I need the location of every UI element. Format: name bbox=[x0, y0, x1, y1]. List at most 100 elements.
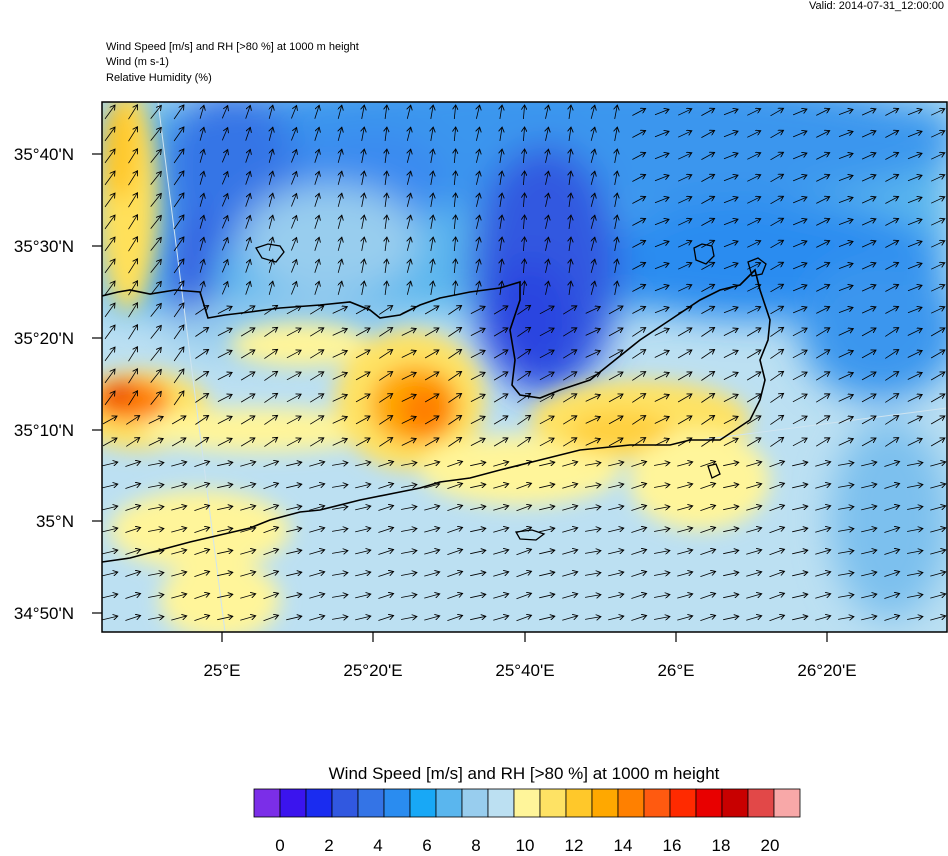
wind-arrow bbox=[171, 438, 186, 447]
wind-arrow bbox=[448, 438, 461, 447]
wind-arrow bbox=[407, 193, 410, 207]
wind-arrow bbox=[569, 215, 571, 229]
colorbar-label: 4 bbox=[373, 836, 383, 855]
wind-arrow bbox=[723, 285, 738, 292]
wind-arrow bbox=[332, 373, 348, 380]
wind-arrow bbox=[677, 416, 692, 425]
wind-arrow bbox=[907, 109, 922, 116]
wind-arrow bbox=[309, 528, 324, 533]
wind-arrow bbox=[245, 193, 251, 207]
wind-arrow bbox=[332, 595, 348, 598]
wind-arrow bbox=[362, 237, 365, 251]
wind-arrow bbox=[493, 572, 508, 577]
wind-arrow bbox=[286, 350, 301, 359]
wind-arrow bbox=[654, 351, 669, 358]
lat-label-3530: 35°30'N bbox=[14, 237, 74, 256]
wind-arrow bbox=[217, 416, 232, 424]
wind-arrow bbox=[264, 437, 277, 447]
wind-arrow bbox=[355, 350, 370, 359]
wind-arrow bbox=[240, 438, 255, 447]
wind-arrow bbox=[194, 593, 209, 599]
wind-arrow bbox=[931, 263, 945, 270]
wind-arrow bbox=[770, 284, 784, 293]
wind-arrow bbox=[792, 506, 808, 510]
wind-arrow bbox=[171, 484, 186, 489]
wind-arrow bbox=[723, 594, 739, 597]
wind-arrow bbox=[747, 197, 760, 204]
wind-arrow bbox=[309, 550, 324, 555]
wind-arrow bbox=[654, 197, 669, 204]
wind-arrow bbox=[792, 372, 807, 381]
wind-arrow bbox=[470, 416, 485, 424]
wind-arrow bbox=[314, 127, 319, 141]
wind-arrow bbox=[861, 307, 876, 314]
wind-arrow bbox=[701, 262, 714, 270]
wind-arrow bbox=[171, 572, 186, 577]
wind-arrow bbox=[269, 127, 273, 141]
wind-arrow bbox=[816, 175, 829, 182]
wind-arrow bbox=[217, 506, 233, 509]
wind-arrow bbox=[608, 484, 624, 489]
wind-arrow bbox=[562, 572, 577, 577]
wind-arrow bbox=[770, 218, 784, 227]
wind-arrow bbox=[700, 615, 715, 621]
wind-arrow bbox=[591, 105, 595, 119]
wind-arrow bbox=[678, 131, 692, 138]
wind-arrow bbox=[585, 439, 601, 446]
wind-arrow bbox=[517, 305, 530, 315]
wind-arrow bbox=[539, 350, 554, 359]
wind-arrow bbox=[173, 369, 184, 384]
wind-arrow bbox=[816, 131, 829, 138]
longitude-axis: 25°E 25°20'E 25°40'E 26°E 26°20'E bbox=[203, 632, 857, 680]
wind-arrow bbox=[539, 372, 554, 381]
wind-arrow bbox=[632, 263, 645, 270]
wind-arrow bbox=[539, 528, 555, 532]
wind-arrow bbox=[240, 616, 255, 621]
wind-arrow bbox=[701, 240, 714, 248]
wind-arrow bbox=[931, 197, 945, 204]
wind-arrow bbox=[500, 127, 502, 141]
wind-arrow bbox=[654, 329, 669, 336]
wind-arrow bbox=[240, 506, 255, 511]
wind-arrow bbox=[907, 439, 922, 446]
wind-arrow bbox=[930, 550, 945, 555]
wind-arrow bbox=[309, 438, 324, 447]
wind-arrow bbox=[173, 171, 184, 186]
wind-arrow bbox=[723, 550, 739, 553]
wind-arrow bbox=[217, 438, 232, 446]
wind-arrow bbox=[150, 237, 162, 251]
wind-arrow bbox=[309, 616, 324, 621]
wind-arrow bbox=[454, 127, 455, 142]
wind-arrow bbox=[770, 196, 784, 205]
wind-arrow bbox=[701, 372, 714, 381]
wind-arrow bbox=[447, 593, 462, 599]
wind-arrow bbox=[884, 572, 899, 577]
wind-arrow bbox=[770, 262, 784, 271]
wind-arrow bbox=[861, 416, 876, 425]
wind-arrow bbox=[884, 616, 899, 621]
wind-arrow bbox=[148, 529, 164, 532]
wind-arrow bbox=[379, 306, 392, 315]
wind-arrow bbox=[632, 438, 645, 447]
wind-arrow bbox=[562, 506, 577, 511]
wind-arrow bbox=[701, 284, 714, 292]
wind-arrow bbox=[723, 438, 738, 446]
wind-arrow bbox=[454, 281, 455, 296]
latitude-axis: 35°40'N 35°30'N 35°20'N 35°10'N 35°N 34°… bbox=[14, 145, 102, 623]
wind-arrow bbox=[608, 350, 623, 359]
wind-arrow bbox=[332, 463, 348, 466]
wind-arrow bbox=[385, 259, 387, 273]
wind-arrow bbox=[240, 594, 255, 599]
wind-arrow bbox=[125, 506, 140, 511]
wind-arrow bbox=[838, 263, 853, 269]
wind-arrow bbox=[792, 285, 807, 292]
wind-arrow bbox=[769, 505, 785, 512]
wind-arrow bbox=[195, 438, 208, 447]
colorbar-swatch bbox=[539, 788, 567, 818]
wind-arrow bbox=[424, 550, 439, 555]
wind-arrow bbox=[815, 616, 830, 621]
wind-arrow bbox=[470, 616, 486, 619]
wind-arrow bbox=[173, 281, 184, 296]
wind-arrow bbox=[591, 193, 595, 207]
wind-arrow bbox=[240, 572, 255, 577]
